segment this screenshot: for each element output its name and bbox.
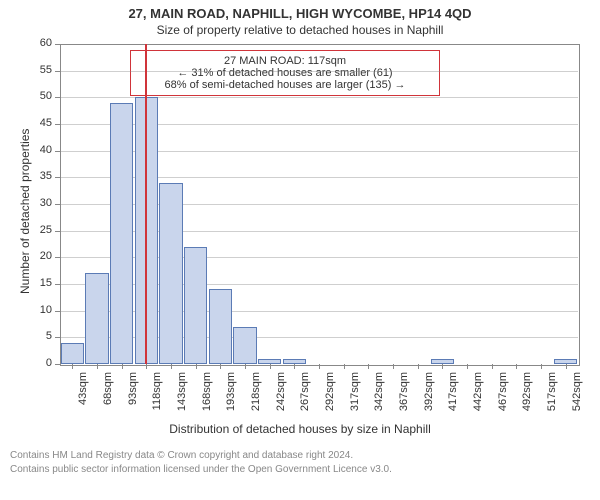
y-tick-label: 55 (22, 64, 52, 76)
y-tick-label: 25 (22, 224, 52, 236)
x-tick (171, 364, 172, 369)
y-tick (55, 337, 60, 338)
y-tick (55, 204, 60, 205)
x-tick-label: 442sqm (472, 372, 484, 422)
x-tick-label: 118sqm (151, 372, 163, 422)
x-tick (418, 364, 419, 369)
y-tick-label: 20 (22, 250, 52, 262)
bar (209, 289, 232, 364)
y-tick-label: 35 (22, 170, 52, 182)
x-tick-label: 93sqm (127, 372, 139, 422)
y-tick-label: 5 (22, 330, 52, 342)
marker-line (145, 44, 147, 364)
chart-container: 27, MAIN ROAD, NAPHILL, HIGH WYCOMBE, HP… (0, 0, 600, 500)
x-tick-label: 342sqm (373, 372, 385, 422)
bar (85, 273, 108, 364)
x-tick (122, 364, 123, 369)
x-tick (97, 364, 98, 369)
y-tick-label: 50 (22, 90, 52, 102)
x-tick (467, 364, 468, 369)
y-tick (55, 151, 60, 152)
x-tick (516, 364, 517, 369)
x-tick (344, 364, 345, 369)
x-tick-label: 317sqm (349, 372, 361, 422)
x-tick (492, 364, 493, 369)
y-tick (55, 44, 60, 45)
y-tick (55, 257, 60, 258)
x-tick (72, 364, 73, 369)
y-tick-label: 0 (22, 357, 52, 369)
y-tick (55, 284, 60, 285)
bar (233, 327, 256, 364)
x-tick (393, 364, 394, 369)
x-tick-label: 417sqm (447, 372, 459, 422)
grid-line (60, 71, 578, 72)
annotation-box: 27 MAIN ROAD: 117sqm ← 31% of detached h… (130, 50, 440, 96)
bar (61, 343, 84, 364)
x-tick (220, 364, 221, 369)
annotation-line-3: 68% of semi-detached houses are larger (… (139, 79, 431, 91)
x-tick-label: 492sqm (521, 372, 533, 422)
y-tick (55, 311, 60, 312)
x-tick-label: 218sqm (250, 372, 262, 422)
y-tick (55, 97, 60, 98)
x-axis-label: Distribution of detached houses by size … (0, 422, 600, 436)
annotation-line-2: ← 31% of detached houses are smaller (61… (139, 67, 431, 79)
y-tick-label: 15 (22, 277, 52, 289)
footer-line-1: Contains HM Land Registry data © Crown c… (10, 450, 353, 461)
x-tick (245, 364, 246, 369)
y-tick (55, 71, 60, 72)
x-tick (566, 364, 567, 369)
y-tick (55, 177, 60, 178)
x-tick-label: 392sqm (423, 372, 435, 422)
x-tick (294, 364, 295, 369)
y-tick (55, 364, 60, 365)
y-tick-label: 45 (22, 117, 52, 129)
x-tick (541, 364, 542, 369)
x-tick (368, 364, 369, 369)
y-tick-label: 10 (22, 304, 52, 316)
chart-title-main: 27, MAIN ROAD, NAPHILL, HIGH WYCOMBE, HP… (0, 0, 600, 21)
x-tick-label: 367sqm (398, 372, 410, 422)
x-tick-label: 517sqm (546, 372, 558, 422)
bar (110, 103, 133, 364)
x-tick-label: 143sqm (176, 372, 188, 422)
y-tick (55, 124, 60, 125)
x-tick-label: 43sqm (77, 372, 89, 422)
x-tick-label: 242sqm (275, 372, 287, 422)
x-tick (319, 364, 320, 369)
bar (159, 183, 182, 364)
x-tick (146, 364, 147, 369)
y-tick (55, 231, 60, 232)
x-tick-label: 292sqm (324, 372, 336, 422)
x-tick (442, 364, 443, 369)
y-tick-label: 60 (22, 37, 52, 49)
chart-title-sub: Size of property relative to detached ho… (0, 21, 600, 37)
x-tick-label: 542sqm (571, 372, 583, 422)
y-tick-label: 40 (22, 144, 52, 156)
x-tick-label: 168sqm (201, 372, 213, 422)
x-tick (196, 364, 197, 369)
annotation-line-1: 27 MAIN ROAD: 117sqm (139, 55, 431, 67)
footer-line-2: Contains public sector information licen… (10, 464, 392, 475)
x-tick-label: 68sqm (102, 372, 114, 422)
y-tick-label: 30 (22, 197, 52, 209)
x-tick-label: 267sqm (299, 372, 311, 422)
x-tick-label: 467sqm (497, 372, 509, 422)
x-tick-label: 193sqm (225, 372, 237, 422)
bar (184, 247, 207, 364)
x-tick (270, 364, 271, 369)
